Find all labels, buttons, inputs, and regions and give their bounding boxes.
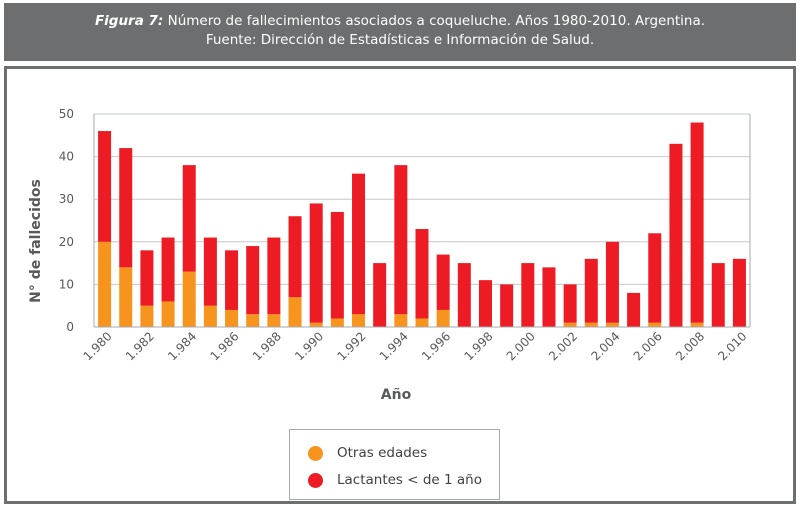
x-tick-label: 2.004	[588, 329, 622, 363]
bar-otras-edades	[98, 241, 112, 327]
x-tick-label: 1.990	[292, 329, 326, 363]
bar-lactantes	[352, 173, 366, 315]
bar-otras-edades	[352, 314, 366, 327]
bar-otras-edades	[267, 314, 281, 327]
bar-otras-edades	[648, 322, 662, 327]
x-tick-label: 1.980	[81, 329, 115, 363]
y-tick-label: 10	[59, 277, 74, 291]
bar-otras-edades	[288, 297, 302, 327]
bar-lactantes	[373, 263, 387, 327]
y-tick-label: 30	[59, 192, 74, 206]
legend: Otras edades Lactantes < de 1 año	[289, 429, 500, 500]
x-tick-label: 2.008	[673, 329, 707, 363]
bar-lactantes	[436, 254, 450, 310]
bar-lactantes	[98, 131, 112, 242]
bar-lactantes	[182, 165, 196, 272]
bar-lactantes	[500, 284, 514, 327]
bar-otras-edades	[605, 322, 619, 327]
bar-lactantes	[394, 165, 408, 315]
bar-lactantes	[246, 246, 260, 315]
x-tick-label: 1.986	[207, 329, 241, 363]
legend-item-otras-edades: Otras edades	[308, 443, 427, 463]
bar-otras-edades	[415, 318, 429, 327]
bar-otras-edades	[203, 305, 217, 327]
bar-lactantes	[605, 241, 619, 323]
x-tick-label: 1.996	[419, 329, 453, 363]
bar-otras-edades	[584, 322, 598, 327]
bar-lactantes	[521, 263, 535, 327]
x-tick-label: 1.988	[250, 329, 284, 363]
bar-otras-edades	[690, 322, 704, 327]
x-tick-labels: 1.980 1.982 1.984 1.986 1.988 1.990 1.992 1.994…	[81, 329, 750, 363]
x-tick-label: 2.006	[631, 329, 665, 363]
x-tick-label: 2.010	[715, 329, 749, 363]
bar-otras-edades	[119, 267, 133, 327]
bar-otras-edades	[394, 314, 408, 327]
bar-otras-edades	[330, 318, 344, 327]
bar-lactantes	[288, 216, 302, 298]
x-tick-label: 1.992	[334, 329, 368, 363]
y-tick-labels: 0 10 20 30 40 50	[59, 107, 74, 334]
bar-lactantes	[457, 263, 471, 327]
bar-otras-edades	[436, 309, 450, 327]
y-axis-label: N° de fallecidos	[28, 179, 44, 303]
x-tick-label: 1.984	[165, 329, 199, 363]
bar-lactantes	[309, 203, 323, 323]
bar-lactantes	[648, 233, 662, 323]
bar-lactantes	[732, 258, 746, 327]
figure-title: Número de fallecimientos asociados a coq…	[167, 13, 706, 29]
y-tick-label: 0	[66, 320, 74, 334]
x-axis-label: Año	[381, 387, 412, 403]
y-tick-label: 50	[59, 107, 74, 121]
bar-lactantes	[225, 250, 239, 310]
figure-label: Figura 7:	[94, 13, 164, 29]
legend-label-lactantes: Lactantes < de 1 año	[337, 472, 482, 488]
bar-lactantes	[563, 284, 577, 323]
x-tick-label: 1.998	[461, 329, 495, 363]
bar-lactantes	[627, 292, 641, 327]
figure-caption: Figura 7: Número de fallecimientos asoci…	[4, 3, 796, 61]
legend-item-lactantes: Lactantes < de 1 año	[308, 470, 482, 490]
bar-lactantes	[542, 267, 556, 327]
bars	[98, 122, 746, 327]
x-tick-label: 1.982	[123, 329, 157, 363]
bar-lactantes	[690, 122, 704, 323]
bar-lactantes	[119, 148, 133, 268]
bar-otras-edades	[563, 322, 577, 327]
figure-source: Fuente: Dirección de Estadísticas e Info…	[205, 32, 595, 48]
bar-lactantes	[140, 250, 154, 306]
bar-lactantes	[161, 237, 175, 302]
legend-label-otras-edades: Otras edades	[337, 445, 428, 461]
axes	[93, 114, 751, 328]
bar-lactantes	[711, 263, 725, 327]
bar-lactantes	[267, 237, 281, 315]
bar-lactantes	[584, 258, 598, 323]
bar-lactantes	[478, 280, 492, 327]
bar-lactantes	[669, 143, 683, 327]
x-tick-label: 2.002	[546, 329, 580, 363]
caption-title-line: Figura 7: Número de fallecimientos asoci…	[4, 12, 796, 31]
bar-lactantes	[330, 211, 344, 319]
x-tick-label: 1.994	[377, 329, 411, 363]
legend-swatch-otras-edades	[308, 445, 323, 461]
bar-otras-edades	[161, 301, 175, 327]
y-tick-label: 40	[59, 150, 74, 164]
legend-swatch-lactantes	[308, 472, 323, 488]
bar-otras-edades	[309, 322, 323, 327]
bar-lactantes	[203, 237, 217, 306]
bar-lactantes	[415, 229, 429, 319]
bar-otras-edades	[246, 314, 260, 327]
bar-otras-edades	[140, 305, 154, 327]
bar-otras-edades	[182, 271, 196, 327]
bar-otras-edades	[225, 309, 239, 327]
x-tick-label: 2.000	[504, 329, 538, 363]
y-tick-label: 20	[59, 235, 74, 249]
